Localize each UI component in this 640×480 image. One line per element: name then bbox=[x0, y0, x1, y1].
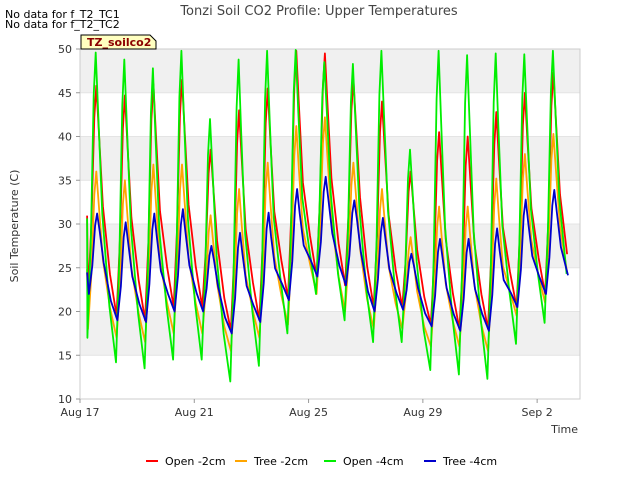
x-tick-label: Sep 2 bbox=[522, 406, 553, 419]
grid-band bbox=[80, 355, 580, 399]
legend-item: Open -4cm bbox=[324, 455, 404, 468]
y-tick-label: 45 bbox=[58, 87, 72, 100]
y-tick-label: 10 bbox=[58, 393, 72, 406]
series-line-tree-4cm bbox=[86, 175, 569, 335]
tz-soilco2-badge: TZ_soilco2 bbox=[80, 34, 157, 50]
chart-title: Tonzi Soil CO2 Profile: Upper Temperatur… bbox=[179, 4, 458, 19]
x-tick-label: Aug 17 bbox=[61, 406, 100, 419]
x-axis-label: Time bbox=[550, 423, 578, 436]
x-tick-label: Aug 25 bbox=[289, 406, 328, 419]
legend-label: Open -2cm bbox=[165, 455, 226, 468]
legend-label: Open -4cm bbox=[343, 455, 404, 468]
no-data-note-2: No data for f_T2_TC2 bbox=[5, 18, 120, 31]
x-tick-label: Aug 29 bbox=[403, 406, 442, 419]
grid-band bbox=[80, 49, 580, 93]
x-tick-label: Aug 21 bbox=[175, 406, 214, 419]
y-axis: 10 15 20 25 30 35 40 45 50 bbox=[58, 43, 80, 406]
y-tick-label: 15 bbox=[58, 349, 72, 362]
y-tick-label: 30 bbox=[58, 218, 72, 231]
y-tick-label: 20 bbox=[58, 306, 72, 319]
legend-item: Tree -4cm bbox=[424, 455, 497, 468]
badge-box bbox=[80, 34, 157, 50]
series-lines bbox=[86, 49, 569, 383]
y-tick-label: 50 bbox=[58, 43, 72, 56]
y-tick-label: 35 bbox=[58, 174, 72, 187]
x-axis: Aug 17 Aug 21 Aug 25 Aug 29 Sep 2 bbox=[61, 399, 553, 419]
grid-band bbox=[80, 311, 580, 356]
no-data-note-1: No data for f_T2_TC1 bbox=[5, 8, 120, 21]
legend-item: Open -2cm bbox=[146, 455, 226, 468]
y-axis-label: Soil Temperature (C) bbox=[8, 170, 21, 283]
badge-label: TZ_soilco2 bbox=[87, 36, 151, 49]
series-line-open-4cm bbox=[86, 49, 568, 383]
legend-label: Tree -4cm bbox=[442, 455, 497, 468]
y-tick-label: 25 bbox=[58, 262, 72, 275]
legend: Open -2cm Tree -2cm Open -4cm Tree -4cm bbox=[146, 455, 497, 468]
y-tick-label: 40 bbox=[58, 131, 72, 144]
legend-label: Tree -2cm bbox=[253, 455, 308, 468]
legend-item: Tree -2cm bbox=[235, 455, 308, 468]
